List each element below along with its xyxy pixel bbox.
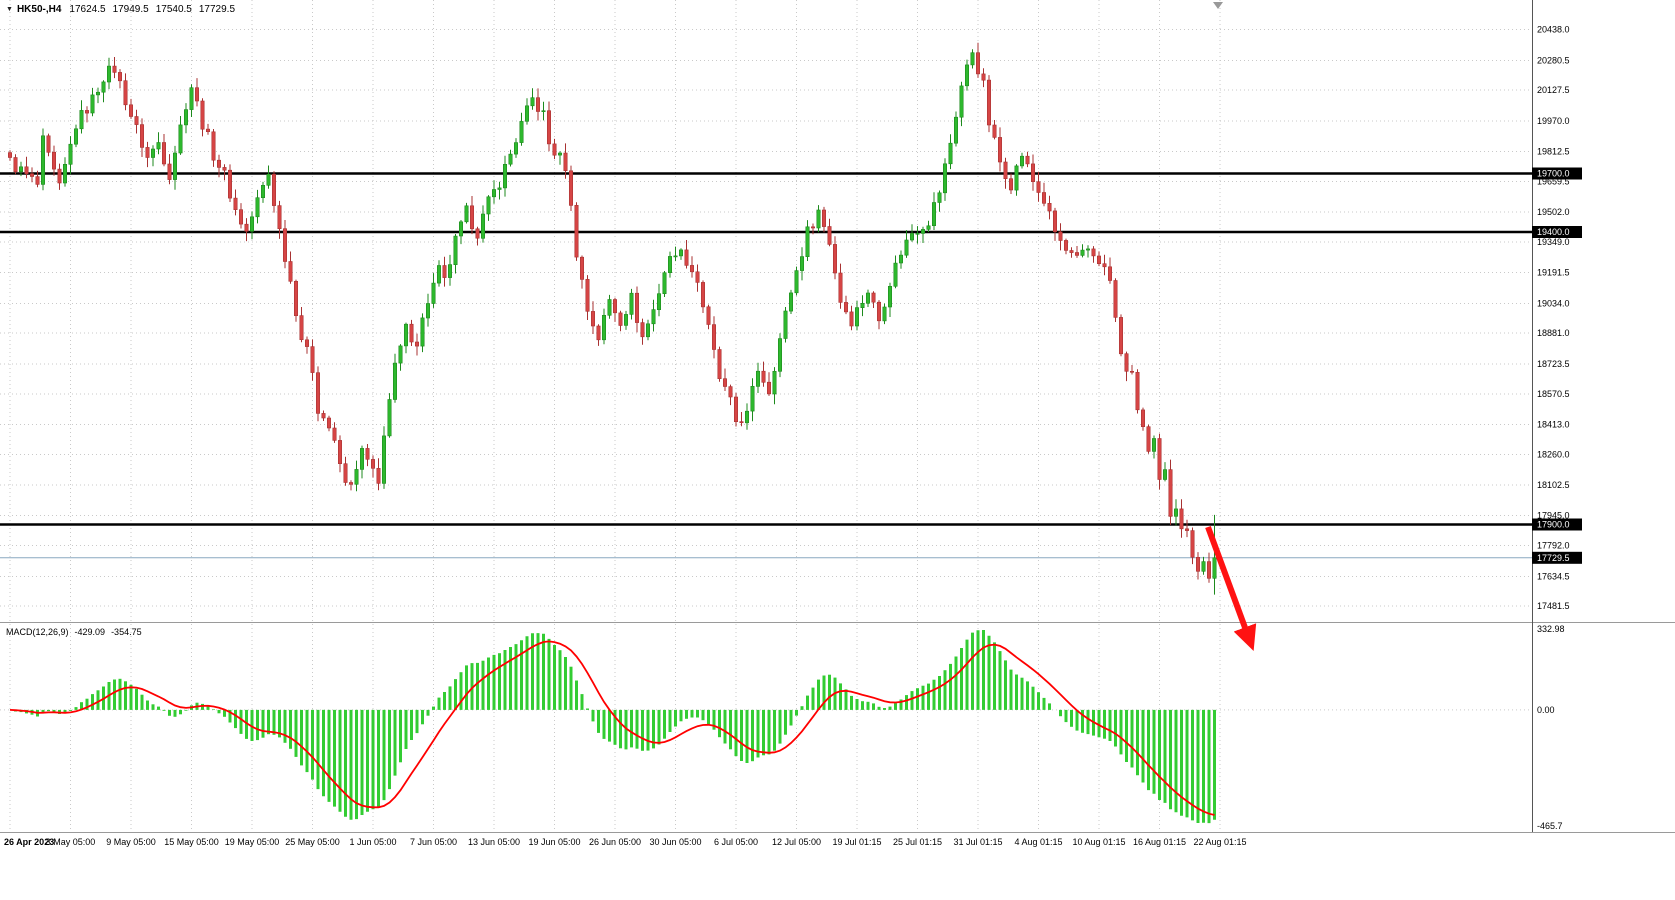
- close-value: 17729.5: [198, 4, 236, 15]
- macd-name: MACD(12,26,9): [6, 627, 69, 637]
- price-tick-label: 18413.0: [1537, 420, 1570, 430]
- macd-axis-labels: 332.98 0.00 -465.7: [1537, 624, 1565, 831]
- price-tick-label: 18102.5: [1537, 480, 1570, 490]
- svg-text:15 May 05:00: 15 May 05:00: [164, 837, 219, 847]
- svg-text:16 Aug 01:15: 16 Aug 01:15: [1133, 837, 1186, 847]
- svg-text:9 May 05:00: 9 May 05:00: [106, 837, 156, 847]
- svg-text:332.98: 332.98: [1537, 624, 1565, 634]
- svg-text:17900.0: 17900.0: [1537, 520, 1570, 530]
- price-tick-label: 20438.0: [1537, 25, 1570, 35]
- svg-text:22 Aug 01:15: 22 Aug 01:15: [1193, 837, 1246, 847]
- price-gridlines-and-ticks: 20438.0 20280.5 20127.5 19970.0 19812.5 19659…: [0, 25, 1570, 611]
- svg-text:25 Jul 01:15: 25 Jul 01:15: [893, 837, 942, 847]
- svg-text:19 May 05:00: 19 May 05:00: [225, 837, 280, 847]
- price-tick-label: 20280.5: [1537, 55, 1570, 65]
- svg-text:1 Jun 05:00: 1 Jun 05:00: [349, 837, 396, 847]
- svg-text:6 Jul 05:00: 6 Jul 05:00: [714, 837, 758, 847]
- svg-text:0.00: 0.00: [1537, 705, 1555, 715]
- svg-text:4 Aug 01:15: 4 Aug 01:15: [1014, 837, 1062, 847]
- macd-indicator-label: MACD(12,26,9) -429.09 -354.75: [6, 627, 148, 637]
- symbol-info: ▼ HK50-,H4 17624.5 17949.5 17540.5 17729.5: [6, 4, 242, 15]
- price-tick-label: 17634.5: [1537, 571, 1570, 581]
- svg-text:26 Jun 05:00: 26 Jun 05:00: [589, 837, 641, 847]
- price-tick-label: 20127.5: [1537, 85, 1570, 95]
- price-tick-label: 18570.5: [1537, 389, 1570, 399]
- svg-text:19 Jul 01:15: 19 Jul 01:15: [832, 837, 881, 847]
- svg-text:25 May 05:00: 25 May 05:00: [285, 837, 340, 847]
- macd-signal-line: [9, 640, 1215, 816]
- svg-text:3 May 05:00: 3 May 05:00: [46, 837, 96, 847]
- svg-text:31 Jul 01:15: 31 Jul 01:15: [953, 837, 1002, 847]
- price-tick-label: 19191.5: [1537, 268, 1570, 278]
- open-value: 17624.5: [69, 4, 106, 15]
- svg-text:26 Apr 2023: 26 Apr 2023: [4, 837, 54, 847]
- price-tick-label: 18881.0: [1537, 328, 1570, 338]
- chart-shift-marker-icon[interactable]: [1213, 2, 1223, 9]
- high-value: 17949.5: [112, 4, 149, 15]
- candles: [8, 42, 1217, 595]
- price-tick-label: 19812.5: [1537, 147, 1570, 157]
- price-tick-label: 19034.0: [1537, 298, 1570, 308]
- svg-text:-465.7: -465.7: [1537, 821, 1563, 831]
- price-tick-label: 19349.0: [1537, 237, 1570, 247]
- macd-histogram: [14, 630, 1216, 824]
- macd-signal-value: -354.75: [111, 627, 142, 637]
- svg-text:19 Jun 05:00: 19 Jun 05:00: [528, 837, 580, 847]
- svg-text:12 Jul 05:00: 12 Jul 05:00: [772, 837, 821, 847]
- svg-text:17729.5: 17729.5: [1537, 553, 1570, 563]
- one-click-trading-arrow-icon[interactable]: ▼: [6, 6, 13, 13]
- svg-text:10 Aug 01:15: 10 Aug 01:15: [1072, 837, 1125, 847]
- svg-text:13 Jun 05:00: 13 Jun 05:00: [468, 837, 520, 847]
- svg-text:30 Jun 05:00: 30 Jun 05:00: [649, 837, 701, 847]
- svg-text:19700.0: 19700.0: [1537, 169, 1570, 179]
- price-tick-label: 19659.5: [1537, 176, 1570, 186]
- price-tick-label: 19970.0: [1537, 116, 1570, 126]
- svg-text:7 Jun 05:00: 7 Jun 05:00: [410, 837, 457, 847]
- trend-arrow-annotation[interactable]: [1205, 525, 1257, 652]
- price-tick-label: 17792.0: [1537, 541, 1570, 551]
- macd-current-value: -429.09: [74, 627, 106, 637]
- price-badges: 19700.0 19400.0 17900.0 17729.5: [1532, 167, 1582, 564]
- low-value: 17540.5: [155, 4, 192, 15]
- price-tick-label: 18260.0: [1537, 449, 1570, 459]
- price-tick-label: 19502.0: [1537, 207, 1570, 217]
- price-tick-label: 18723.5: [1537, 359, 1570, 369]
- symbol-period-label: HK50-,H4: [16, 4, 62, 15]
- price-tick-label: 17945.0: [1537, 511, 1570, 521]
- svg-text:19400.0: 19400.0: [1537, 227, 1570, 237]
- support-resistance-lines[interactable]: [0, 172, 1532, 526]
- price-tick-label: 17481.5: [1537, 601, 1570, 611]
